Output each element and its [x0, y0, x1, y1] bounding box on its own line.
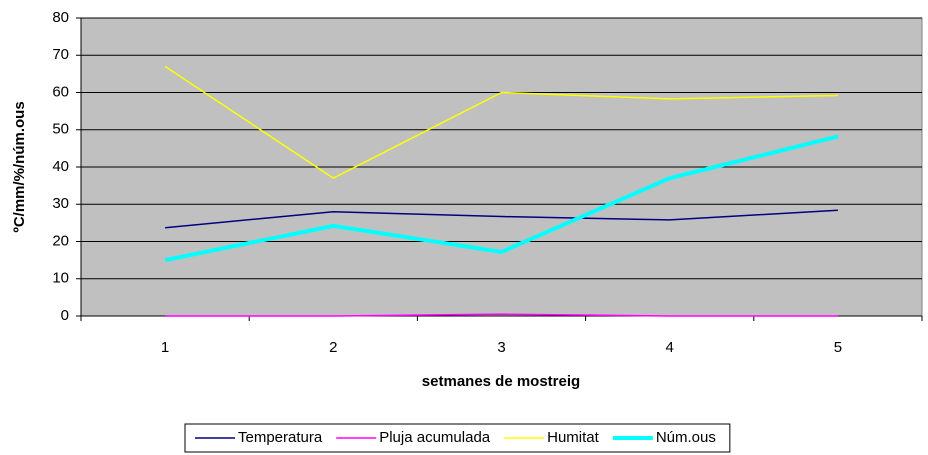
- legend-label: Temperatura: [238, 429, 323, 446]
- y-tick-label: 40: [52, 158, 69, 175]
- y-axis-label: ºC/mm/%/núm.ous: [11, 101, 28, 232]
- x-tick-label: 2: [329, 339, 337, 356]
- x-tick-label: 3: [497, 339, 505, 356]
- x-tick-label: 1: [161, 339, 169, 356]
- legend-label: Núm.ous: [656, 429, 716, 446]
- x-axis-label: setmanes de mostreig: [422, 373, 580, 390]
- y-tick-label: 70: [52, 46, 69, 63]
- legend-label: Humitat: [547, 429, 600, 446]
- y-tick-label: 20: [52, 232, 69, 249]
- series-line: [164, 134, 839, 263]
- y-tick-label: 50: [52, 121, 69, 138]
- y-tick-label: 60: [52, 83, 69, 100]
- x-tick-label: 5: [834, 339, 842, 356]
- legend-label: Pluja acumulada: [379, 429, 491, 446]
- y-tick-label: 30: [52, 195, 69, 212]
- y-tick-label: 0: [61, 307, 69, 324]
- series-line: [165, 313, 838, 317]
- x-tick-label: 4: [666, 339, 674, 356]
- series-line: [165, 209, 838, 229]
- y-tick-label: 10: [52, 270, 69, 287]
- y-tick-label: 80: [52, 9, 69, 26]
- series-line: [164, 65, 838, 180]
